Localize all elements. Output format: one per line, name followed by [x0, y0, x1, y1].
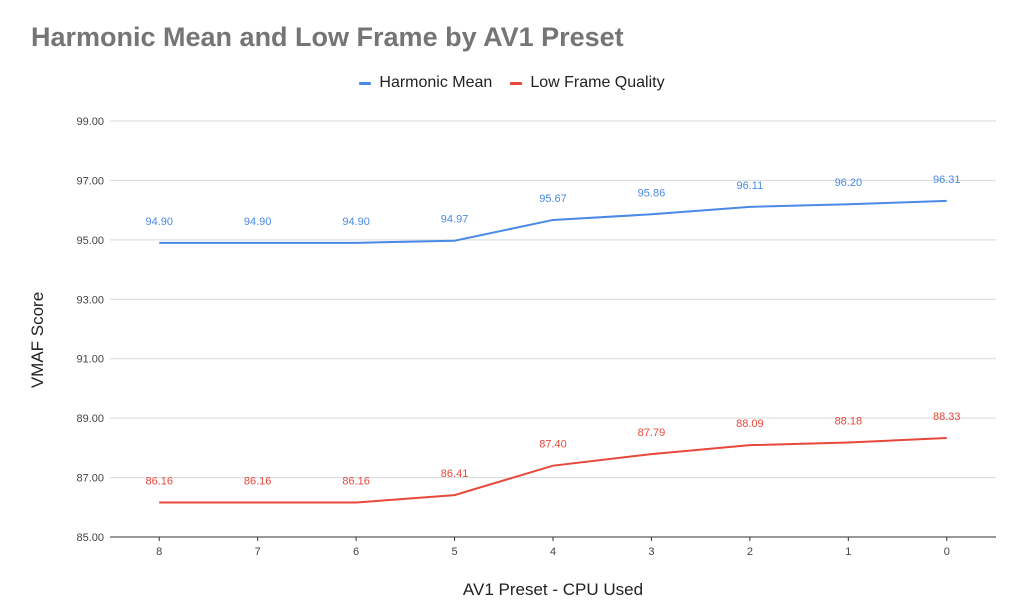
- series-line-low-frame-quality: [159, 437, 947, 504]
- legend-swatch-harmonic-mean: [359, 81, 372, 85]
- data-label-low-frame-quality: 88.33: [933, 411, 961, 423]
- x-tick-label: 3: [648, 546, 654, 558]
- x-tick-label: 1: [845, 546, 851, 558]
- data-label-low-frame-quality: 88.18: [835, 416, 863, 428]
- data-label-low-frame-quality: 87.40: [539, 439, 567, 451]
- x-tick-label: 6: [353, 546, 359, 558]
- legend-label-low-frame-quality: Low Frame Quality: [530, 74, 665, 91]
- data-label-harmonic-mean: 96.20: [835, 177, 863, 189]
- y-tick-label: 85.00: [76, 532, 104, 544]
- data-label-harmonic-mean: 94.90: [145, 216, 173, 228]
- y-tick-label: 95.00: [76, 235, 104, 247]
- data-label-low-frame-quality: 86.16: [342, 476, 370, 488]
- legend: Harmonic Mean Low Frame Quality: [0, 74, 1024, 92]
- data-label-harmonic-mean: 95.67: [539, 193, 567, 205]
- legend-label-harmonic-mean: Harmonic Mean: [379, 74, 493, 91]
- x-tick-label: 5: [451, 546, 457, 558]
- data-label-harmonic-mean: 94.90: [342, 216, 370, 228]
- x-tick-label: 7: [255, 546, 261, 558]
- data-label-harmonic-mean: 96.31: [933, 174, 961, 186]
- x-tick-label: 0: [944, 546, 950, 558]
- y-tick-label: 93.00: [76, 294, 104, 306]
- x-tick-label: 8: [156, 546, 162, 558]
- x-tick-label: 2: [747, 546, 753, 558]
- legend-item-low-frame-quality[interactable]: Low Frame Quality: [510, 74, 665, 92]
- y-tick-label: 91.00: [76, 354, 104, 366]
- data-label-harmonic-mean: 94.97: [441, 214, 469, 226]
- series-line-harmonic-mean: [159, 199, 947, 244]
- y-tick-label: 99.00: [76, 116, 104, 128]
- y-tick-label: 97.00: [76, 175, 104, 187]
- chart-title: Harmonic Mean and Low Frame by AV1 Prese…: [31, 22, 624, 52]
- legend-item-harmonic-mean[interactable]: Harmonic Mean: [359, 74, 492, 92]
- x-tick-label: 4: [550, 546, 556, 558]
- data-label-low-frame-quality: 86.16: [244, 476, 272, 488]
- data-label-low-frame-quality: 86.16: [145, 476, 173, 488]
- data-label-harmonic-mean: 95.86: [638, 187, 666, 199]
- x-axis-label: AV1 Preset - CPU Used: [462, 580, 644, 599]
- legend-swatch-low-frame-quality: [510, 81, 523, 85]
- data-label-low-frame-quality: 87.79: [638, 427, 666, 439]
- data-label-harmonic-mean: 96.11: [737, 180, 764, 192]
- data-label-low-frame-quality: 88.09: [736, 418, 764, 430]
- data-label-low-frame-quality: 86.41: [441, 468, 469, 480]
- y-tick-label: 87.00: [76, 473, 104, 485]
- y-tick-label: 89.00: [76, 413, 104, 425]
- data-label-harmonic-mean: 94.90: [244, 216, 272, 228]
- y-axis-label: VMAF Score: [28, 291, 47, 389]
